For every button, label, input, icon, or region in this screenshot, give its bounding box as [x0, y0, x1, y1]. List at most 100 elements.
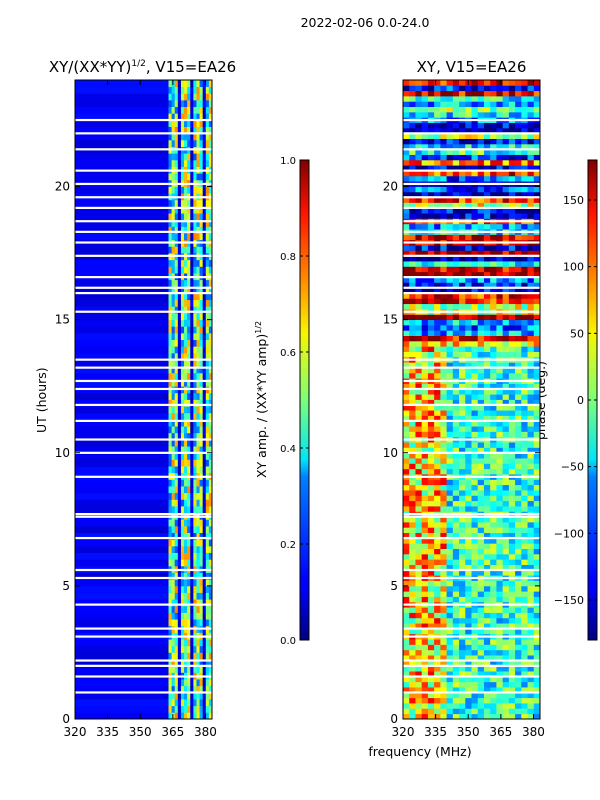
right-heatmap-cell — [421, 527, 429, 534]
right-heatmap-cell — [471, 447, 479, 454]
right-heatmap-cell — [527, 415, 535, 422]
left-highband-cell — [174, 199, 179, 207]
right-heatmap-cell — [421, 149, 429, 155]
left-highband-cell — [171, 552, 176, 560]
right-heatmap-cell — [403, 537, 410, 544]
left-highband-cell — [190, 432, 194, 440]
left-highband-cell — [171, 199, 176, 207]
left-highband-cell — [187, 585, 191, 593]
left-lowband-cell — [75, 446, 169, 454]
right-heatmap-cell — [409, 591, 416, 597]
right-heatmap-cell — [483, 266, 491, 273]
right-heatmap-cell — [440, 585, 447, 592]
right-heatmap-cell — [521, 426, 528, 432]
right-heatmap-cell — [508, 447, 516, 454]
right-heatmap-cell — [459, 644, 466, 651]
left-highband-cell — [184, 619, 188, 627]
left-highband-cell — [202, 306, 207, 314]
left-highband-cell — [174, 359, 179, 367]
left-highband-cell — [190, 159, 194, 167]
right-heatmap-cell — [403, 282, 410, 289]
left-highband-cell — [199, 206, 204, 214]
right-heatmap-cell — [533, 703, 541, 709]
right-heatmap-cell — [427, 250, 435, 257]
left-highband-cell — [193, 139, 197, 147]
left-highband-cell — [184, 406, 188, 414]
right-heatmap-cell — [508, 548, 516, 555]
left-highband-cell — [199, 352, 204, 360]
right-heatmap-cell — [508, 479, 516, 486]
right-heatmap-cell — [533, 159, 541, 166]
left-highband-cell — [171, 366, 176, 374]
right-heatmap-cell — [446, 639, 454, 645]
left-highband-cell — [168, 652, 173, 660]
right-heatmap-cell — [502, 426, 510, 432]
right-heatmap-cell — [471, 580, 479, 587]
right-heatmap-cell — [490, 138, 497, 145]
right-heatmap-cell — [409, 612, 416, 619]
right-heatmap-cell — [440, 159, 447, 166]
right-heatmap-cell — [427, 223, 435, 230]
right-heatmap-cell — [521, 569, 528, 576]
left-highband-cell — [177, 599, 182, 607]
right-heatmap-cell — [483, 191, 491, 198]
left-highband-cell — [199, 452, 204, 460]
left-highband-cell — [187, 532, 191, 540]
left-highband-cell — [174, 486, 179, 494]
right-heatmap-cell — [427, 703, 435, 709]
right-heatmap-cell — [515, 649, 522, 656]
right-ytick-label: 20 — [383, 180, 398, 194]
left-highband-cell — [184, 93, 188, 101]
left-highband-cell — [202, 286, 207, 294]
left-highband-cell — [208, 619, 213, 627]
left-highband-cell — [177, 665, 182, 673]
right-heatmap-cell — [471, 420, 479, 427]
right-heatmap-cell — [490, 628, 497, 635]
left-highband-cell — [208, 119, 213, 127]
left-title-tail: , V15=EA26 — [145, 58, 237, 76]
right-heatmap-cell — [427, 553, 435, 560]
right-heatmap-cell — [427, 585, 435, 592]
left-lowband-cell — [75, 592, 169, 600]
left-highband-cell — [205, 326, 210, 334]
right-heatmap-cell — [440, 346, 447, 352]
right-heatmap-cell — [502, 655, 510, 661]
right-heatmap-cell — [427, 314, 435, 321]
right-heatmap-cell — [452, 607, 460, 613]
left-highband-cell — [187, 153, 191, 161]
right-heatmap-cell — [527, 324, 535, 331]
right-heatmap-cell — [471, 468, 479, 475]
right-heatmap-cell — [434, 250, 441, 257]
left-highband-cell — [187, 599, 191, 607]
right-heatmap-cell — [403, 399, 410, 406]
right-heatmap-cell — [490, 713, 497, 720]
right-heatmap-cell — [452, 708, 460, 715]
right-heatmap-cell — [452, 111, 460, 118]
left-highband-cell — [177, 452, 182, 460]
right-heatmap-cell — [415, 628, 423, 635]
right-heatmap-cell — [409, 500, 416, 507]
right-ytick-label: 0 — [390, 712, 398, 726]
left-highband-cell — [180, 712, 185, 720]
right-heatmap-cell — [502, 85, 510, 92]
right-heatmap-cell — [496, 692, 504, 699]
right-heatmap-cell — [403, 319, 410, 326]
right-heatmap-cell — [459, 287, 466, 294]
right-heatmap-cell — [459, 399, 466, 406]
right-heatmap-cell — [490, 266, 497, 273]
right-heatmap-cell — [496, 186, 504, 193]
left-highband-cell — [168, 712, 173, 720]
left-highband-cell — [205, 439, 210, 447]
right-heatmap-cell — [427, 271, 435, 278]
left-highband-cell — [199, 359, 204, 367]
right-heatmap-cell — [502, 607, 510, 613]
right-heatmap-cell — [403, 649, 410, 656]
right-heatmap-cell — [483, 80, 491, 86]
left-highband-cell — [202, 572, 207, 580]
left-cb-tick-label: 0.2 — [280, 540, 296, 551]
right-heatmap-cell — [496, 133, 504, 139]
right-heatmap-cell — [533, 351, 541, 358]
left-highband-cell — [193, 366, 197, 374]
right-heatmap-cell — [427, 404, 435, 411]
right-heatmap-cell — [471, 681, 479, 688]
